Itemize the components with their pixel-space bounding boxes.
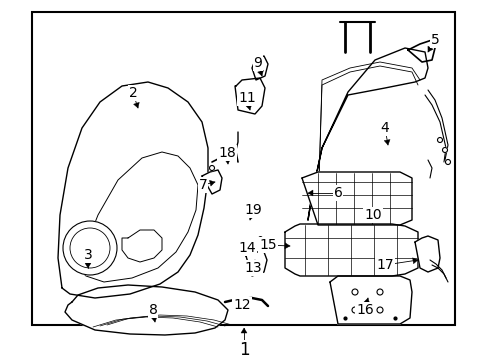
Circle shape <box>376 289 382 295</box>
Polygon shape <box>363 298 369 303</box>
Circle shape <box>209 166 214 171</box>
Polygon shape <box>285 243 289 249</box>
Text: 11: 11 <box>238 91 255 105</box>
Polygon shape <box>302 172 411 225</box>
Polygon shape <box>250 260 256 266</box>
Circle shape <box>445 159 449 165</box>
Polygon shape <box>257 70 263 76</box>
Circle shape <box>376 307 382 313</box>
Polygon shape <box>285 224 417 276</box>
Polygon shape <box>427 46 432 52</box>
Text: 12: 12 <box>233 298 250 312</box>
Polygon shape <box>412 258 417 264</box>
Circle shape <box>442 148 447 153</box>
Polygon shape <box>384 140 389 145</box>
Polygon shape <box>133 102 139 108</box>
Circle shape <box>351 289 357 295</box>
Polygon shape <box>329 276 411 324</box>
Polygon shape <box>85 263 91 268</box>
Polygon shape <box>65 285 227 335</box>
Polygon shape <box>209 180 215 186</box>
Text: 9: 9 <box>253 56 262 70</box>
Text: 16: 16 <box>355 303 373 317</box>
Polygon shape <box>251 56 267 80</box>
Text: 17: 17 <box>375 258 393 272</box>
Circle shape <box>351 307 357 313</box>
Polygon shape <box>307 190 312 196</box>
Polygon shape <box>151 316 157 322</box>
Polygon shape <box>248 246 253 252</box>
Circle shape <box>63 221 117 275</box>
Polygon shape <box>414 236 439 272</box>
Polygon shape <box>58 82 207 298</box>
Text: 3: 3 <box>83 248 92 262</box>
Text: 14: 14 <box>238 241 255 255</box>
Text: 13: 13 <box>244 261 261 275</box>
Text: 19: 19 <box>244 203 262 217</box>
Text: 2: 2 <box>128 86 137 100</box>
Text: 4: 4 <box>380 121 388 135</box>
Polygon shape <box>202 170 222 194</box>
Text: 18: 18 <box>218 146 235 160</box>
Polygon shape <box>245 104 251 110</box>
Text: 6: 6 <box>333 186 342 200</box>
Polygon shape <box>307 48 427 220</box>
Circle shape <box>437 138 442 143</box>
Polygon shape <box>374 216 379 222</box>
Polygon shape <box>235 78 264 114</box>
Polygon shape <box>241 328 246 333</box>
Text: 8: 8 <box>148 303 157 317</box>
Text: 1: 1 <box>238 341 249 359</box>
Polygon shape <box>245 252 266 276</box>
Polygon shape <box>248 214 254 220</box>
Text: 7: 7 <box>198 178 207 192</box>
Text: 10: 10 <box>364 208 381 222</box>
Circle shape <box>70 228 110 268</box>
Bar <box>32 12 454 325</box>
Text: 15: 15 <box>259 238 276 252</box>
Polygon shape <box>224 159 230 164</box>
Text: 5: 5 <box>430 33 439 47</box>
Polygon shape <box>242 299 247 305</box>
